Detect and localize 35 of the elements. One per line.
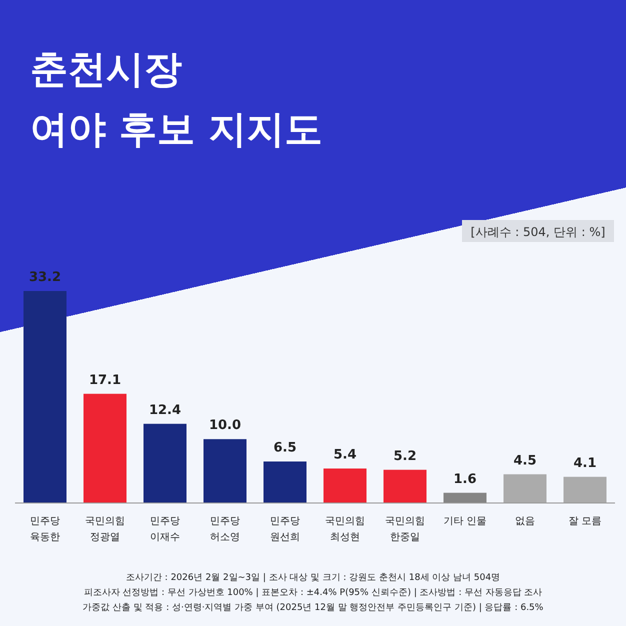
x-tick-label: 민주당 허소영 [210, 516, 240, 543]
bar [324, 468, 366, 503]
x-tick-label: 민주당 육동한 [30, 516, 60, 543]
data-label: 4.5 [513, 453, 537, 468]
x-tick-label: 국민의힘 정광열 [85, 516, 125, 543]
data-label: 6.5 [273, 440, 297, 456]
x-tick-label: 없음 [515, 516, 535, 527]
x-tick-label: 국민의힘 한중일 [385, 516, 425, 543]
data-label: 10.0 [208, 418, 242, 434]
x-tick-label: 기타 인물 [443, 516, 487, 527]
bar [24, 291, 66, 503]
data-label: 4.1 [573, 456, 597, 471]
x-tick-label: 민주당 원선희 [270, 516, 300, 543]
x-tick-label: 잘 모름 [568, 516, 602, 527]
text: 조사기간 : 2026년 2월 2일~3일 | 조사 대상 및 크기 : 강원도 춘천시 18세 이상 남녀 504명 [126, 573, 500, 583]
data-label: 12.4 [148, 402, 182, 418]
bar [144, 424, 186, 503]
bar [444, 492, 486, 503]
chart-subtitle: [사례수 : 504, 단위 : %] [470, 225, 606, 239]
x-tick-label: 국민의힘 최성현 [325, 516, 365, 543]
bar [84, 394, 126, 503]
bar [564, 476, 606, 503]
data-label: 5.4 [333, 448, 357, 463]
bar [204, 439, 246, 503]
data-label: 5.2 [393, 448, 417, 464]
x-tick-label: 민주당 이재수 [150, 516, 180, 543]
bar [384, 470, 426, 503]
data-label: 33.2 [28, 270, 62, 285]
bar [504, 474, 546, 503]
data-label: 17.1 [88, 372, 122, 388]
text: 피조사자 선정방법 : 무선 가상번호 100% | 표본오차 : ±4.4% P(95% 신뢰수준) | 조사방법 : 무선 자동응답 조사 [84, 588, 542, 598]
text: 가중값 산출 및 적용 : 성·연령·지역별 가중 부여 (2025년 12월 말 행정안전부 주민등록인구 기준) | 응답률 : 6.5% [82, 603, 544, 613]
chart-title: 춘천시장 여야 후보 지지도 [30, 47, 322, 151]
data-label: 1.6 [453, 472, 477, 487]
bar [264, 461, 306, 503]
